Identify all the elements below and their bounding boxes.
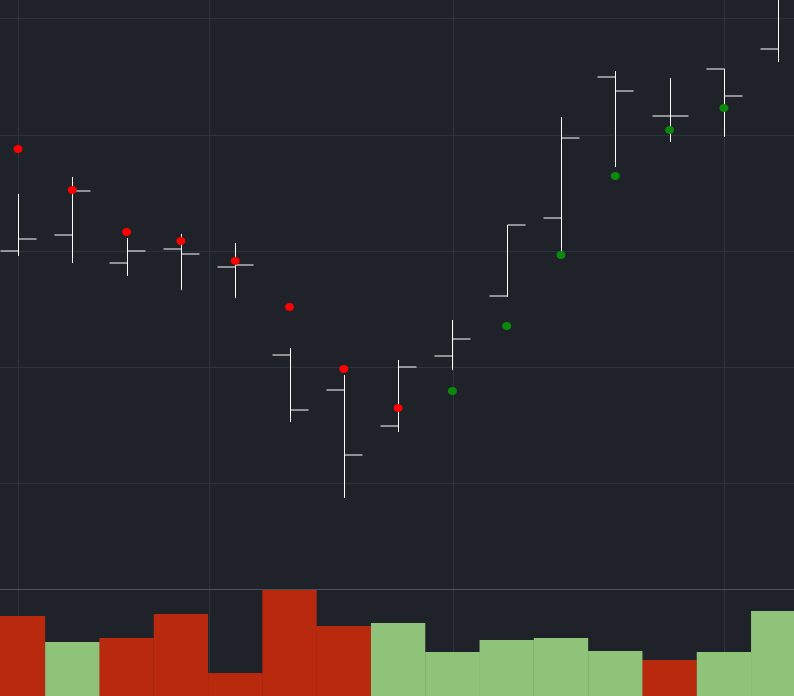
- volume-bar: [425, 652, 480, 696]
- volume-bar: [0, 616, 46, 696]
- sar-dot: [122, 228, 132, 236]
- sar-dot: [610, 172, 620, 180]
- volume-bar: [316, 626, 371, 696]
- volume-bar: [99, 638, 154, 696]
- volume-bar: [533, 638, 589, 696]
- sar-dot: [230, 257, 240, 265]
- sar-dot: [665, 126, 675, 134]
- sar-dot: [67, 186, 77, 194]
- sar-dot: [285, 303, 294, 311]
- volume-bar: [751, 611, 794, 696]
- volume-bar: [45, 642, 100, 696]
- sar-dot: [339, 365, 349, 373]
- sar-dot: [393, 404, 403, 412]
- volume-bar: [642, 660, 697, 696]
- sar-dot: [447, 387, 457, 395]
- volume-bar: [153, 614, 209, 696]
- volume-bar: [208, 673, 263, 696]
- sar-dot: [176, 237, 186, 245]
- sar-dot: [719, 104, 729, 112]
- sar-dot: [502, 322, 512, 330]
- sar-dot: [13, 145, 23, 153]
- volume-bar: [262, 590, 317, 696]
- sar-dot: [556, 251, 566, 259]
- volume-bar: [479, 640, 534, 696]
- volume-bar: [696, 652, 752, 696]
- volume-bar: [370, 623, 426, 696]
- volume-bar: [588, 651, 643, 696]
